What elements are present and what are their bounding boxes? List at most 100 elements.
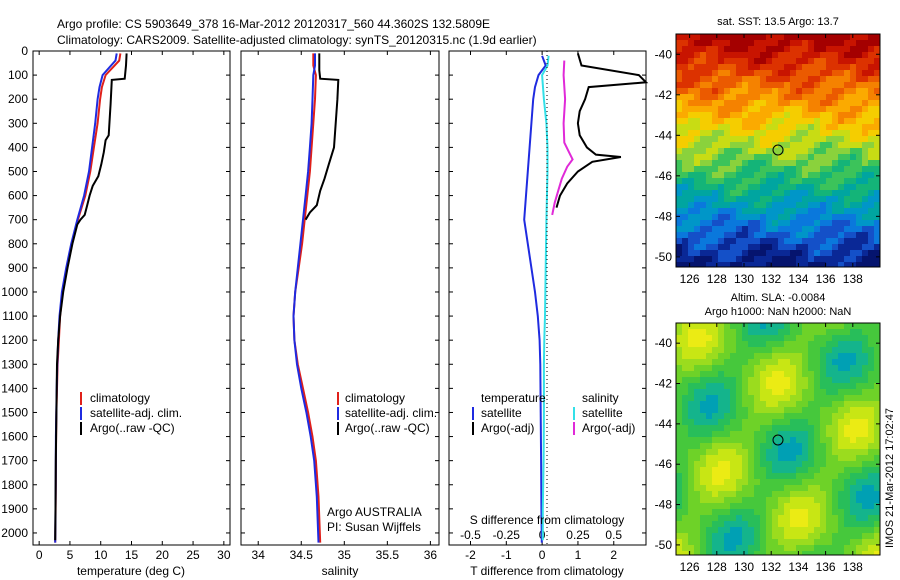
sst-cell bbox=[754, 172, 760, 178]
sst-cell bbox=[718, 76, 724, 82]
sla-cell bbox=[676, 431, 682, 437]
sst-cell bbox=[826, 208, 832, 214]
sla-cell bbox=[838, 521, 844, 527]
sst-cell bbox=[742, 250, 748, 256]
sla-cell bbox=[784, 443, 790, 449]
sst-cell bbox=[706, 196, 712, 202]
sla-cell bbox=[724, 467, 730, 473]
sst-cell bbox=[850, 58, 856, 64]
sst-cell bbox=[676, 94, 682, 100]
sla-cell bbox=[694, 425, 700, 431]
sla-cell bbox=[694, 467, 700, 473]
sla-cell bbox=[748, 539, 754, 545]
sst-cell bbox=[808, 244, 814, 250]
difference-s-ticks: -0.5 -0.25 0 0.25 0.5 bbox=[460, 528, 622, 542]
sst-cell bbox=[772, 130, 778, 136]
sla-cell bbox=[796, 521, 802, 527]
sst-cell bbox=[802, 208, 808, 214]
sst-cell bbox=[682, 52, 688, 58]
sst-cell bbox=[766, 130, 772, 136]
sst-cell bbox=[730, 124, 736, 130]
sst-cell bbox=[712, 100, 718, 106]
sst-cell bbox=[730, 226, 736, 232]
sst-cell bbox=[868, 64, 874, 70]
sst-cell bbox=[802, 160, 808, 166]
sla-cell bbox=[694, 377, 700, 383]
sla-cell bbox=[820, 371, 826, 377]
sla-cell bbox=[694, 395, 700, 401]
sst-cell bbox=[682, 76, 688, 82]
sla-cell bbox=[826, 425, 832, 431]
legend-label: Argo(-adj) bbox=[481, 421, 534, 435]
sla-cell bbox=[736, 479, 742, 485]
sla-cell bbox=[712, 509, 718, 515]
sla-cell bbox=[814, 467, 820, 473]
sla-cell bbox=[694, 521, 700, 527]
sla-cell bbox=[676, 323, 682, 329]
sla-cell bbox=[790, 545, 796, 551]
sst-cell bbox=[778, 106, 784, 112]
sst-cell bbox=[790, 40, 796, 46]
sst-cell bbox=[694, 214, 700, 220]
sla-cell bbox=[778, 473, 784, 479]
sst-cell bbox=[808, 190, 814, 196]
sla-cell bbox=[694, 461, 700, 467]
sla-map bbox=[676, 323, 880, 555]
sst-cell bbox=[862, 70, 868, 76]
difference-s-label: S difference from climatology bbox=[470, 513, 625, 527]
sla-cell bbox=[826, 437, 832, 443]
sla-cell bbox=[682, 353, 688, 359]
sst-cell bbox=[718, 250, 724, 256]
sla-cell bbox=[838, 425, 844, 431]
sst-cell bbox=[808, 250, 814, 256]
sst-cell bbox=[742, 208, 748, 214]
sst-cell bbox=[874, 142, 880, 148]
sla-cell bbox=[712, 383, 718, 389]
sla-cell bbox=[874, 329, 880, 335]
sst-cell bbox=[724, 244, 730, 250]
sst-cell bbox=[724, 202, 730, 208]
sst-cell bbox=[784, 196, 790, 202]
sst-cell bbox=[694, 244, 700, 250]
sla-cell bbox=[826, 539, 832, 545]
sla-cell bbox=[742, 443, 748, 449]
sla-cell bbox=[712, 527, 718, 533]
sst-cell bbox=[856, 178, 862, 184]
sla-cell bbox=[754, 467, 760, 473]
sla-cell bbox=[676, 467, 682, 473]
sla-cell bbox=[814, 491, 820, 497]
sst-cell bbox=[688, 238, 694, 244]
sst-cell bbox=[838, 262, 844, 267]
sla-cell bbox=[850, 485, 856, 491]
sla-cell bbox=[694, 365, 700, 371]
sst-cell bbox=[736, 214, 742, 220]
sst-cell bbox=[844, 130, 850, 136]
sla-cell bbox=[790, 419, 796, 425]
sla-cell bbox=[832, 365, 838, 371]
sst-cell bbox=[826, 220, 832, 226]
sla-cell bbox=[832, 455, 838, 461]
sla-cell bbox=[838, 407, 844, 413]
sst-map-y-ticks: -40-42-44-46-48-50 bbox=[655, 47, 880, 264]
sla-cell bbox=[700, 455, 706, 461]
sst-cell bbox=[700, 244, 706, 250]
sst-cell bbox=[748, 46, 754, 52]
sst-cell bbox=[718, 208, 724, 214]
sst-cell bbox=[790, 184, 796, 190]
sst-cell bbox=[838, 172, 844, 178]
sla-cell bbox=[766, 377, 772, 383]
sla-cell bbox=[874, 521, 880, 527]
sst-cell bbox=[736, 256, 742, 262]
sla-cell bbox=[730, 491, 736, 497]
sst-cell bbox=[850, 76, 856, 82]
sla-cell bbox=[712, 533, 718, 539]
sla-cell bbox=[808, 449, 814, 455]
sla-cell bbox=[778, 449, 784, 455]
sla-cell bbox=[736, 455, 742, 461]
sla-cell bbox=[874, 479, 880, 485]
sst-cell bbox=[760, 118, 766, 124]
sst-cell bbox=[832, 262, 838, 267]
sst-cell bbox=[826, 178, 832, 184]
sst-cell bbox=[730, 178, 736, 184]
sst-cell bbox=[682, 178, 688, 184]
